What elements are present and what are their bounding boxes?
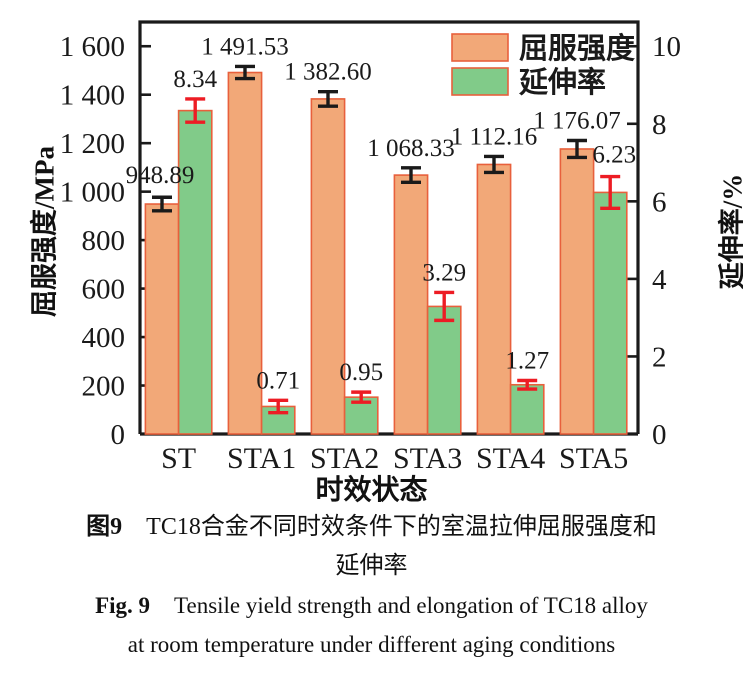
bar-label-elongation: 3.29 [422,259,466,286]
bar-label-elongation: 0.71 [256,367,300,394]
bar-chart: 0 200 400 600 800 1 000 1 200 1 400 1 600 0 2 4 6 8 10… [60,20,681,470]
bar-elongation[interactable] [177,109,213,435]
legend-label-yield-strength: 屈服强度 [519,32,635,65]
legend-swatch-yield-strength [451,33,509,62]
bar-label-elongation: 0.95 [339,359,383,386]
legend-swatch-elongation [451,67,509,96]
y-axis-left-tick-label: 1 000 [60,177,125,209]
bar-yield-strength[interactable] [559,148,595,435]
y-axis-left-tick-label: 400 [82,322,126,354]
y-axis-right-tick-label: 4 [652,264,667,296]
y-axis-right-title: 延伸率/% [717,173,743,290]
figure-number-cn: 图9 [86,514,123,540]
caption-en-text1: Tensile yield strength and elongation of… [174,593,648,618]
bar-label-yield: 1 176.07 [533,107,621,134]
y-axis-left-tick-label: 600 [82,274,126,306]
plot-frame [138,20,640,434]
y-axis-left-tick-label: 1 200 [60,128,125,160]
caption-en-line1: Fig. 9 Tensile yield strength and elongat… [0,586,743,625]
x-axis-title: 时效状态 [315,475,428,506]
figure-container: 0 200 400 600 800 1 000 1 200 1 400 1 600 0 2 4 6 8 10… [29,20,743,506]
y-axis-left-title: 屈服强度/MPa [29,146,60,317]
y-axis-right-tick-label: 0 [652,419,667,451]
x-axis-tick-label: ST [161,442,196,470]
bar-label-yield: 1 382.60 [284,59,372,86]
bar-elongation[interactable] [509,383,545,435]
bar-yield-strength[interactable] [310,98,346,435]
caption-en-line2: at room temperature under different agin… [127,632,616,657]
y-axis-right-tick-label: 6 [652,186,667,218]
caption-cn-line2: 延伸率 [335,553,408,579]
y-axis-left-tick-label: 0 [111,419,126,451]
y-axis-left-tick-label: 1 600 [60,31,125,63]
bar-label-elongation: 1.27 [505,347,549,374]
y-axis-right-tick-label: 10 [652,31,681,63]
y-axis-left-tick-label: 1 400 [60,80,125,112]
bar-label-yield: 1 491.53 [201,33,289,60]
x-axis-tick-label: STA4 [476,442,545,470]
bar-label-yield: 1 112.16 [451,123,538,150]
legend-label-elongation: 延伸率 [518,65,606,99]
y-axis-right-tick-label: 8 [652,109,667,141]
x-axis-tick-label: STA5 [559,442,628,470]
caption-cn-text1: TC18合金不同时效条件下的室温拉伸屈服强度和 [146,514,657,540]
bar-label-yield: 948.89 [126,162,195,189]
bar-yield-strength[interactable] [144,203,180,435]
bar-yield-strength[interactable] [227,71,263,435]
bar-elongation[interactable] [592,191,628,435]
x-axis-tick-label: STA3 [393,442,462,470]
figure-number-en: Fig. 9 [95,593,151,618]
y-axis-right-tick-label: 2 [652,341,667,373]
y-axis-left-tick-label: 800 [82,225,126,257]
bar-label-elongation: 8.34 [173,66,217,93]
x-axis-tick-label: STA1 [227,442,296,470]
y-axis-left-tick-label: 200 [82,371,126,403]
figure-caption: 图9 TC18合金不同时效条件下的室温拉伸屈服强度和 延伸率 Fig. 9 Tens… [0,508,743,664]
bar-yield-strength[interactable] [393,174,429,435]
x-axis-tick-label: STA2 [310,442,379,470]
bar-elongation[interactable] [426,305,462,435]
bar-label-yield: 1 068.33 [367,135,455,162]
bar-label-elongation: 6.23 [592,142,636,169]
bar-yield-strength[interactable] [476,163,512,435]
caption-cn-line1: 图9 TC18合金不同时效条件下的室温拉伸屈服强度和 [0,508,743,547]
